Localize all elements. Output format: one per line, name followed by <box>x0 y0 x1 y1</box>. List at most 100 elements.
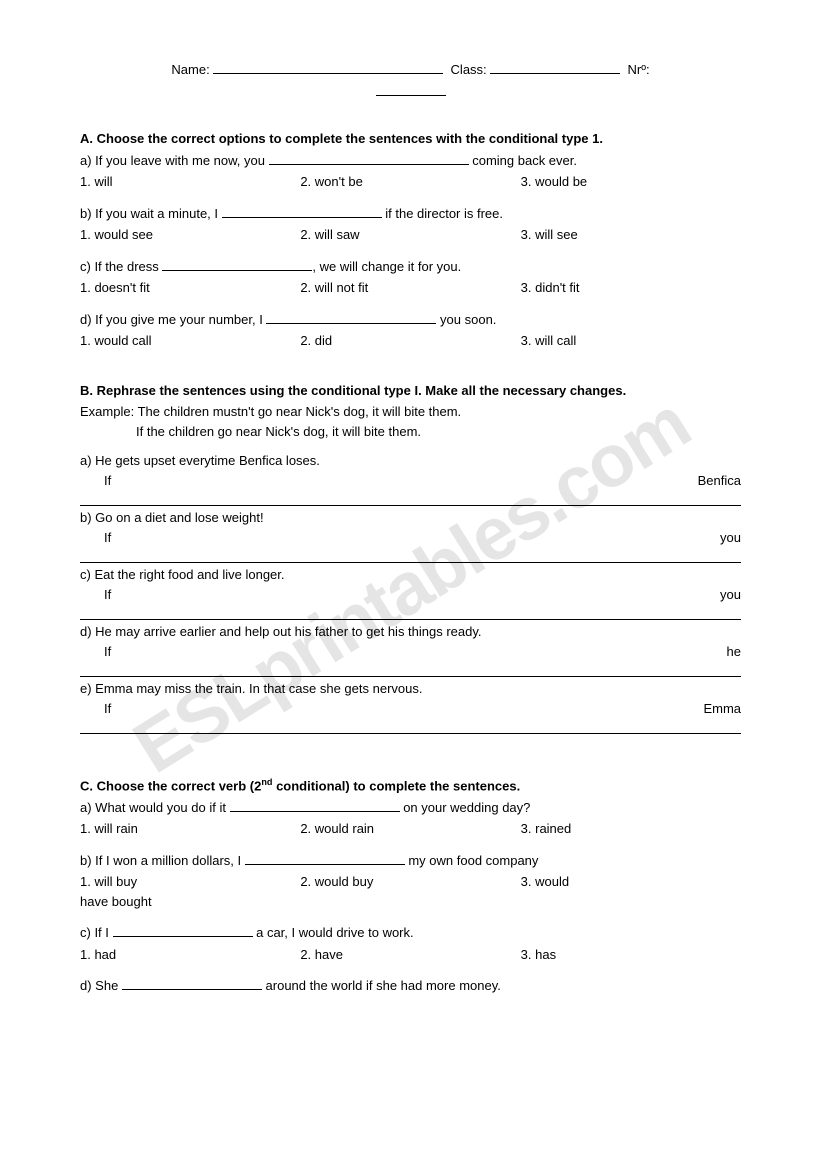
if-word: If <box>104 642 111 662</box>
question-suffix: coming back ever. <box>469 153 577 168</box>
options-row: 1. will rain2. would rain3. rained <box>80 819 741 839</box>
option-1[interactable]: 1. will buy <box>80 872 300 892</box>
section-a-item: b) If you wait a minute, I if the direct… <box>80 204 741 245</box>
question-suffix: you soon. <box>436 312 496 327</box>
if-word: If <box>104 528 111 548</box>
section-a-item: c) If the dress , we will change it for … <box>80 257 741 298</box>
option-3[interactable]: 3. would be <box>521 172 741 192</box>
options-row: 1. will buy2. would buy3. would <box>80 872 741 892</box>
option-1[interactable]: 1. will rain <box>80 819 300 839</box>
option-2[interactable]: 2. will not fit <box>300 278 520 298</box>
section-a-title: A. Choose the correct options to complet… <box>80 129 741 149</box>
answer-line[interactable] <box>80 490 741 506</box>
question-prefix: d) If you give me your number, I <box>80 312 266 327</box>
options-row: 1. will2. won't be3. would be <box>80 172 741 192</box>
name-label: Name: <box>171 62 209 77</box>
if-line: If you <box>80 528 741 548</box>
option-wrap[interactable]: have bought <box>80 892 741 912</box>
option-3[interactable]: 3. rained <box>521 819 741 839</box>
section-c-body: a) What would you do if it on your weddi… <box>80 798 741 996</box>
options-row: 1. doesn't fit2. will not fit3. didn't f… <box>80 278 741 298</box>
option-3[interactable]: 3. has <box>521 945 741 965</box>
question-prefix: d) She <box>80 978 122 993</box>
question-text: c) If I a car, I would drive to work. <box>80 923 741 943</box>
answer-blank[interactable] <box>266 323 436 324</box>
option-2[interactable]: 2. would buy <box>300 872 520 892</box>
if-end-word: you <box>720 585 741 605</box>
section-b-body: a) He gets upset everytime Benfica loses… <box>80 451 741 734</box>
num-blank[interactable] <box>376 95 446 96</box>
name-blank[interactable] <box>213 73 443 74</box>
answer-line[interactable] <box>80 661 741 677</box>
if-end-word: Benfica <box>698 471 741 491</box>
section-c-item: d) She around the world if she had more … <box>80 976 741 996</box>
question-prefix: a) If you leave with me now, you <box>80 153 269 168</box>
if-word: If <box>104 471 111 491</box>
answer-line[interactable] <box>80 547 741 563</box>
option-1[interactable]: 1. doesn't fit <box>80 278 300 298</box>
option-2[interactable]: 2. would rain <box>300 819 520 839</box>
rephrase-prompt: e) Emma may miss the train. In that case… <box>80 679 741 699</box>
rephrase-prompt: d) He may arrive earlier and help out hi… <box>80 622 741 642</box>
answer-blank[interactable] <box>162 270 312 271</box>
question-text: b) If I won a million dollars, I my own … <box>80 851 741 871</box>
answer-blank[interactable] <box>230 811 400 812</box>
question-prefix: c) If I <box>80 925 113 940</box>
options-row: 1. would call2. did3. will call <box>80 331 741 351</box>
section-c-title-sup: nd <box>261 777 272 787</box>
if-line: If he <box>80 642 741 662</box>
option-1[interactable]: 1. had <box>80 945 300 965</box>
answer-blank[interactable] <box>122 989 262 990</box>
rephrase-prompt: c) Eat the right food and live longer. <box>80 565 741 585</box>
answer-blank[interactable] <box>222 217 382 218</box>
question-text: d) If you give me your number, I you soo… <box>80 310 741 330</box>
option-3[interactable]: 3. will see <box>521 225 741 245</box>
section-a-item: a) If you leave with me now, you coming … <box>80 151 741 192</box>
if-end-word: you <box>720 528 741 548</box>
option-3[interactable]: 3. will call <box>521 331 741 351</box>
section-b-example-1: Example: The children mustn't go near Ni… <box>80 402 741 422</box>
option-1[interactable]: 1. would call <box>80 331 300 351</box>
option-1[interactable]: 1. would see <box>80 225 300 245</box>
option-1[interactable]: 1. will <box>80 172 300 192</box>
answer-line[interactable] <box>80 718 741 734</box>
question-suffix: around the world if she had more money. <box>262 978 501 993</box>
option-3[interactable]: 3. didn't fit <box>521 278 741 298</box>
option-3[interactable]: 3. would <box>521 872 741 892</box>
answer-blank[interactable] <box>269 164 469 165</box>
section-c-item: c) If I a car, I would drive to work.1. … <box>80 923 741 964</box>
section-c-title-prefix: C. Choose the correct verb (2 <box>80 778 261 793</box>
if-word: If <box>104 699 111 719</box>
answer-blank[interactable] <box>245 864 405 865</box>
question-text: c) If the dress , we will change it for … <box>80 257 741 277</box>
options-row: 1. would see2. will saw3. will see <box>80 225 741 245</box>
option-2[interactable]: 2. won't be <box>300 172 520 192</box>
question-text: d) She around the world if she had more … <box>80 976 741 996</box>
class-blank[interactable] <box>490 73 620 74</box>
answer-line[interactable] <box>80 604 741 620</box>
if-line: If Benfica <box>80 471 741 491</box>
question-text: a) If you leave with me now, you coming … <box>80 151 741 171</box>
if-end-word: he <box>727 642 741 662</box>
header-line-2 <box>80 82 741 102</box>
option-2[interactable]: 2. have <box>300 945 520 965</box>
question-suffix: if the director is free. <box>382 206 503 221</box>
section-a-body: a) If you leave with me now, you coming … <box>80 151 741 351</box>
section-c-item: b) If I won a million dollars, I my own … <box>80 851 741 912</box>
header-line-1: Name: Class: Nrº: <box>80 60 741 80</box>
option-2[interactable]: 2. will saw <box>300 225 520 245</box>
question-text: a) What would you do if it on your weddi… <box>80 798 741 818</box>
option-2[interactable]: 2. did <box>300 331 520 351</box>
question-suffix: my own food company <box>405 853 539 868</box>
rephrase-prompt: a) He gets upset everytime Benfica loses… <box>80 451 741 471</box>
if-line: If you <box>80 585 741 605</box>
question-suffix: on your wedding day? <box>400 800 531 815</box>
question-suffix: , we will change it for you. <box>312 259 461 274</box>
section-a-item: d) If you give me your number, I you soo… <box>80 310 741 351</box>
section-b-example-2: If the children go near Nick's dog, it w… <box>80 422 741 442</box>
question-prefix: a) What would you do if it <box>80 800 230 815</box>
section-c-title-suffix: conditional) to complete the sentences. <box>272 778 520 793</box>
if-word: If <box>104 585 111 605</box>
question-prefix: c) If the dress <box>80 259 162 274</box>
answer-blank[interactable] <box>113 936 253 937</box>
